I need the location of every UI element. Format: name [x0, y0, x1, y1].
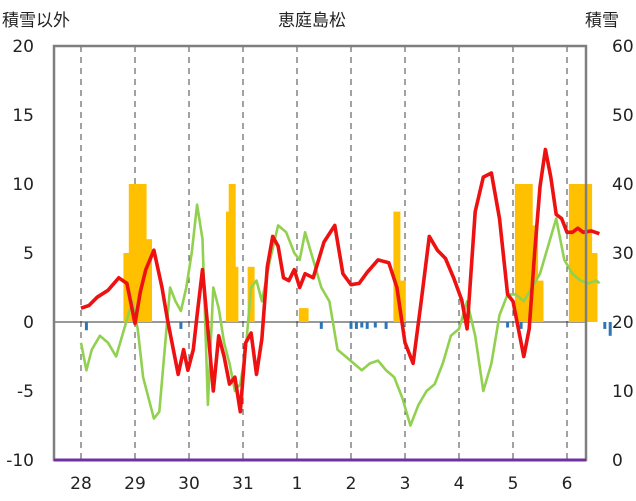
- right-tick-label: 60: [612, 37, 634, 57]
- blue-bar: [179, 322, 183, 329]
- snow-bar: [231, 266, 239, 322]
- left-tick-label: 20: [12, 37, 34, 57]
- x-tick-label: 2: [346, 474, 357, 494]
- blue-bar: [603, 322, 607, 329]
- snow-bar: [139, 184, 147, 322]
- left-tick-label: 15: [12, 106, 34, 126]
- x-tick-label: 31: [232, 474, 254, 494]
- right-axis-title: 積雪: [585, 11, 619, 31]
- snow-bar: [574, 184, 582, 322]
- blue-bar: [506, 322, 510, 328]
- blue-bar: [349, 322, 353, 329]
- right-tick-label: 0: [612, 451, 623, 471]
- chart-title: 恵庭島松: [278, 11, 346, 31]
- x-tick-label: 4: [454, 474, 465, 494]
- right-tick-label: 20: [612, 313, 634, 333]
- snow-bar: [228, 184, 236, 322]
- red-series-line: [80, 147, 600, 414]
- snow-bar: [568, 184, 576, 322]
- blue-bar: [608, 322, 612, 336]
- blue-bar: [384, 322, 388, 329]
- right-tick-label: 40: [612, 175, 634, 195]
- x-tick-label: 5: [508, 474, 519, 494]
- snow-bar: [393, 211, 401, 322]
- snow-bar: [134, 184, 142, 322]
- x-tick-label: 6: [562, 474, 573, 494]
- blue-bar: [373, 322, 377, 328]
- green-series-line: [79, 203, 601, 427]
- blue-bar: [519, 322, 523, 329]
- snow-bar: [536, 280, 544, 322]
- left-tick-label: -10: [6, 451, 34, 471]
- x-tick-label: 30: [178, 474, 200, 494]
- blue-bar: [354, 322, 358, 329]
- snow-bar: [128, 184, 136, 322]
- snow-bar: [514, 184, 522, 322]
- left-tick-label: 0: [23, 313, 34, 333]
- snow-bar: [301, 308, 309, 322]
- right-tick-label: 30: [612, 244, 634, 264]
- blue-bar: [319, 322, 323, 329]
- snow-bar: [525, 184, 533, 322]
- x-tick-label: 28: [70, 474, 92, 494]
- left-tick-label: 10: [12, 175, 34, 195]
- left-tick-label: 5: [23, 244, 34, 264]
- snow-bar: [145, 239, 152, 322]
- snow-bar: [590, 253, 598, 322]
- left-tick-label: -5: [17, 382, 34, 402]
- blue-bar: [360, 322, 364, 328]
- snow-bar: [520, 184, 528, 322]
- x-tick-label: 29: [124, 474, 146, 494]
- snow-bar: [585, 184, 593, 322]
- right-tick-label: 10: [612, 382, 634, 402]
- x-tick-label: 1: [292, 474, 303, 494]
- right-tick-label: 50: [612, 106, 634, 126]
- left-axis-title: 積雪以外: [2, 11, 70, 31]
- snow-bar: [579, 184, 587, 322]
- snow-bar: [398, 280, 406, 322]
- blue-bar: [365, 322, 369, 329]
- x-tick-label: 3: [400, 474, 411, 494]
- blue-bar: [84, 322, 88, 331]
